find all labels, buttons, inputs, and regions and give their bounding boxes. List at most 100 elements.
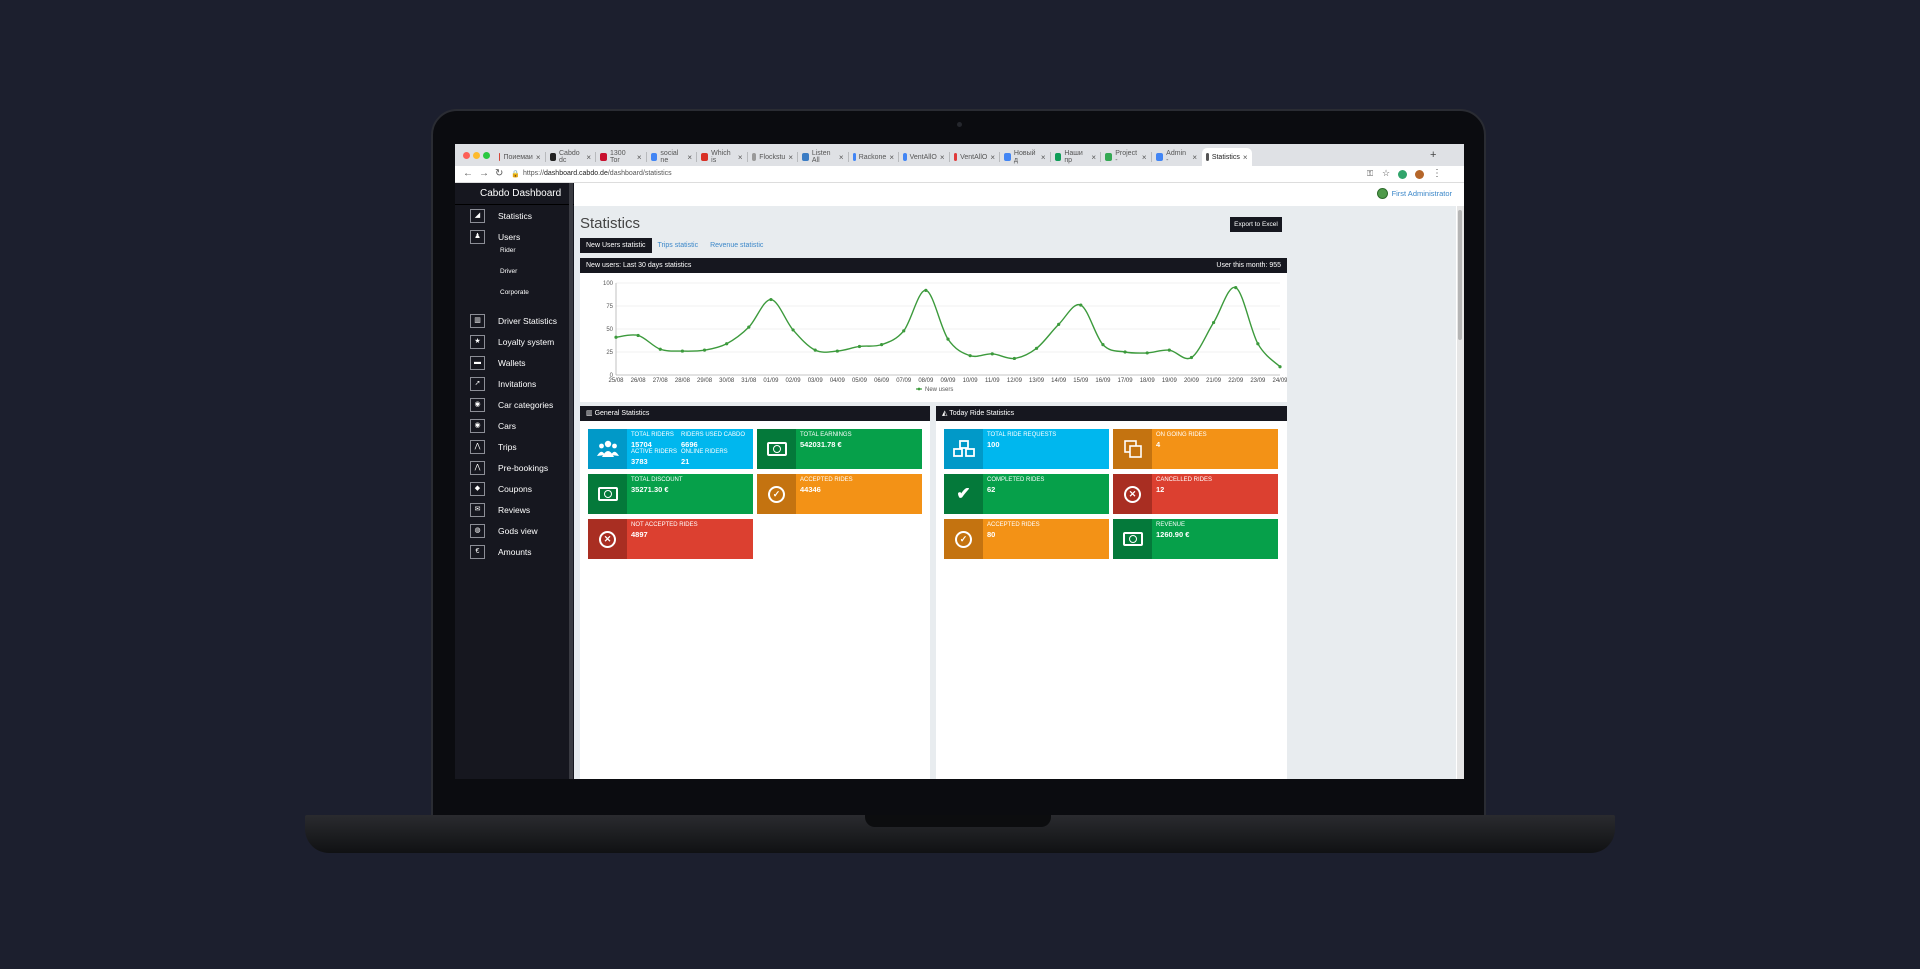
ongoing-rides-card[interactable]: ON GOING RIDES 4: [1113, 429, 1278, 469]
browser-tab[interactable]: Rackone ×: [849, 148, 899, 166]
admin-user-menu[interactable]: First Administrator: [1376, 188, 1452, 199]
comment-icon: ✉: [470, 503, 485, 517]
close-tab-icon[interactable]: ×: [1091, 152, 1096, 162]
active-riders-value: 3783: [631, 457, 648, 466]
browser-tab[interactable]: VentAllO ×: [950, 148, 1000, 166]
sidebar-item-pre-bookings[interactable]: ⋀ Pre-bookings: [455, 458, 574, 478]
bookmark-star-icon[interactable]: ☆: [1382, 168, 1391, 178]
cancelled-rides-card[interactable]: ✕ CANCELLED RIDES 12: [1113, 474, 1278, 514]
browser-tab[interactable]: Наши пр ×: [1051, 148, 1101, 166]
sidebar-item-trips[interactable]: ⋀ Trips: [455, 437, 574, 457]
data-point: [990, 352, 994, 356]
browser-tab[interactable]: Which is ×: [697, 148, 747, 166]
sidebar-item-reviews[interactable]: ✉ Reviews: [455, 500, 574, 520]
sidebar-subitem-driver[interactable]: Driver: [500, 268, 518, 275]
data-point: [1234, 286, 1238, 290]
main-scrollbar[interactable]: [1457, 206, 1464, 779]
accepted-rides-card[interactable]: ✓ ACCEPTED RIDES 44346: [757, 474, 922, 514]
forward-icon[interactable]: →: [479, 168, 489, 179]
tab-separator: [544, 152, 546, 162]
tab-revenue[interactable]: Revenue statistic: [710, 242, 764, 249]
sidebar-item-amounts[interactable]: € Amounts: [455, 542, 574, 562]
sidebar-item-cars[interactable]: ◉ Cars: [455, 416, 574, 436]
reload-icon[interactable]: ↻: [495, 168, 504, 179]
tab-separator: [696, 152, 697, 162]
tab-new-users[interactable]: New Users statistic: [580, 238, 652, 253]
sidebar-item-wallets[interactable]: ▬ Wallets: [455, 353, 574, 373]
close-tab-icon[interactable]: ×: [1040, 152, 1046, 162]
close-window-button[interactable]: [463, 152, 470, 159]
browser-tab[interactable]: Listen All ×: [798, 148, 848, 166]
close-tab-icon[interactable]: ×: [535, 152, 541, 162]
close-tab-icon[interactable]: ×: [586, 152, 591, 162]
url-field[interactable]: https://dashboard.cabdo.de/dashboard/sta…: [523, 170, 672, 177]
browser-tab[interactable]: Flockstu ×: [748, 148, 798, 166]
browser-tab[interactable]: Statistics ×: [1202, 148, 1252, 166]
not-accepted-rides-card[interactable]: ✕ NOT ACCEPTED RIDES 4897: [588, 519, 753, 559]
browser-tab[interactable]: Project - ×: [1101, 148, 1151, 166]
data-point: [725, 342, 729, 346]
sidebar-item-loyalty-system[interactable]: ★ Loyalty system: [455, 332, 574, 352]
close-tab-icon[interactable]: ×: [1192, 152, 1197, 162]
sidebar-subitem-corporate[interactable]: Corporate: [500, 289, 529, 296]
browser-tab[interactable]: VentAllO ×: [899, 148, 949, 166]
browser-tab-label: Listen All: [811, 150, 831, 164]
sidebar-item-users[interactable]: ♟ Users: [455, 227, 574, 247]
close-tab-icon[interactable]: ×: [687, 152, 692, 162]
total-earnings-card[interactable]: TOTAL EARNINGS 542031.78 €: [757, 429, 922, 469]
close-tab-icon[interactable]: ×: [990, 152, 995, 162]
close-tab-icon[interactable]: ×: [1242, 152, 1248, 162]
total-discount-card[interactable]: TOTAL DISCOUNT 35271.30 €: [588, 474, 753, 514]
browser-tab[interactable]: social ne ×: [647, 148, 697, 166]
extension-icon[interactable]: [1398, 170, 1407, 179]
tab-separator: [1150, 152, 1152, 162]
key-icon[interactable]: ⚿: [1367, 169, 1374, 178]
close-tab-icon[interactable]: ×: [838, 152, 844, 162]
revenue-card[interactable]: REVENUE 1260.90 €: [1113, 519, 1278, 559]
browser-tab[interactable]: Новый д ×: [1000, 148, 1050, 166]
minimize-window-button[interactable]: [473, 152, 480, 159]
x-tick-label: 11/09: [985, 378, 1000, 384]
sidebar: Cabdo Dashboard ◢ Statistics ♟ Users ▥ Driver…: [455, 183, 574, 779]
close-tab-icon[interactable]: ×: [939, 152, 945, 162]
completed-rides-card[interactable]: ✔ COMPLETED RIDES 62: [944, 474, 1109, 514]
sidebar-item-invitations[interactable]: ➚ Invitations: [455, 374, 574, 394]
close-tab-icon[interactable]: ×: [1141, 152, 1147, 162]
close-tab-icon[interactable]: ×: [636, 152, 642, 162]
back-icon[interactable]: ←: [463, 168, 473, 179]
sidebar-item-statistics[interactable]: ◢ Statistics: [455, 206, 574, 226]
sidebar-item-coupons[interactable]: ◆ Coupons: [455, 479, 574, 499]
browser-tab[interactable]: Admin - ×: [1152, 148, 1202, 166]
brand-title[interactable]: Cabdo Dashboard: [455, 183, 574, 205]
sidebar-item-label: Users: [498, 232, 521, 242]
tab-separator: [645, 152, 647, 162]
y-tick-label: 75: [606, 304, 613, 310]
favicon-icon: [701, 153, 709, 161]
profile-avatar[interactable]: [1415, 170, 1424, 179]
new-tab-button[interactable]: +: [1430, 149, 1437, 161]
close-tab-icon[interactable]: ×: [788, 152, 793, 162]
data-point: [1256, 342, 1260, 346]
sidebar-item-driver-statistics[interactable]: ▥ Driver Statistics: [455, 311, 574, 331]
today-accepted-rides-card[interactable]: ✓ ACCEPTED RIDES 80: [944, 519, 1109, 559]
browser-tab[interactable]: 1300 Tor ×: [596, 148, 646, 166]
export-to-excel-button[interactable]: Export to Excel: [1230, 217, 1282, 232]
browser-tab[interactable]: Поиемаи ×: [495, 148, 545, 166]
sidebar-item-car-categories[interactable]: ◉ Car categories: [455, 395, 574, 415]
total-riders-card[interactable]: TOTAL RIDERS 15704 RIDERS USED CABDO 669…: [588, 429, 753, 469]
maximize-window-button[interactable]: [483, 152, 490, 159]
menu-dots-icon[interactable]: ⋮: [1432, 168, 1442, 179]
check-icon: ✔: [944, 474, 983, 514]
browser-tab-label: Admin -: [1166, 150, 1187, 164]
close-tab-icon[interactable]: ×: [737, 152, 743, 162]
sidebar-item-gods-view[interactable]: ◍ Gods view: [455, 521, 574, 541]
sidebar-subitem-rider[interactable]: Rider: [500, 247, 516, 254]
x-tick-label: 02/09: [786, 378, 802, 384]
tab-trips[interactable]: Trips statistic: [657, 242, 699, 249]
star-icon: ★: [470, 335, 485, 349]
close-tab-icon[interactable]: ×: [889, 152, 894, 162]
total-ride-requests-card[interactable]: TOTAL RIDE REQUESTS 100: [944, 429, 1109, 469]
sidebar-scrollbar[interactable]: [569, 183, 573, 779]
sidebar-item-label: Wallets: [498, 358, 526, 368]
browser-tab[interactable]: Cabdo dc ×: [546, 148, 596, 166]
